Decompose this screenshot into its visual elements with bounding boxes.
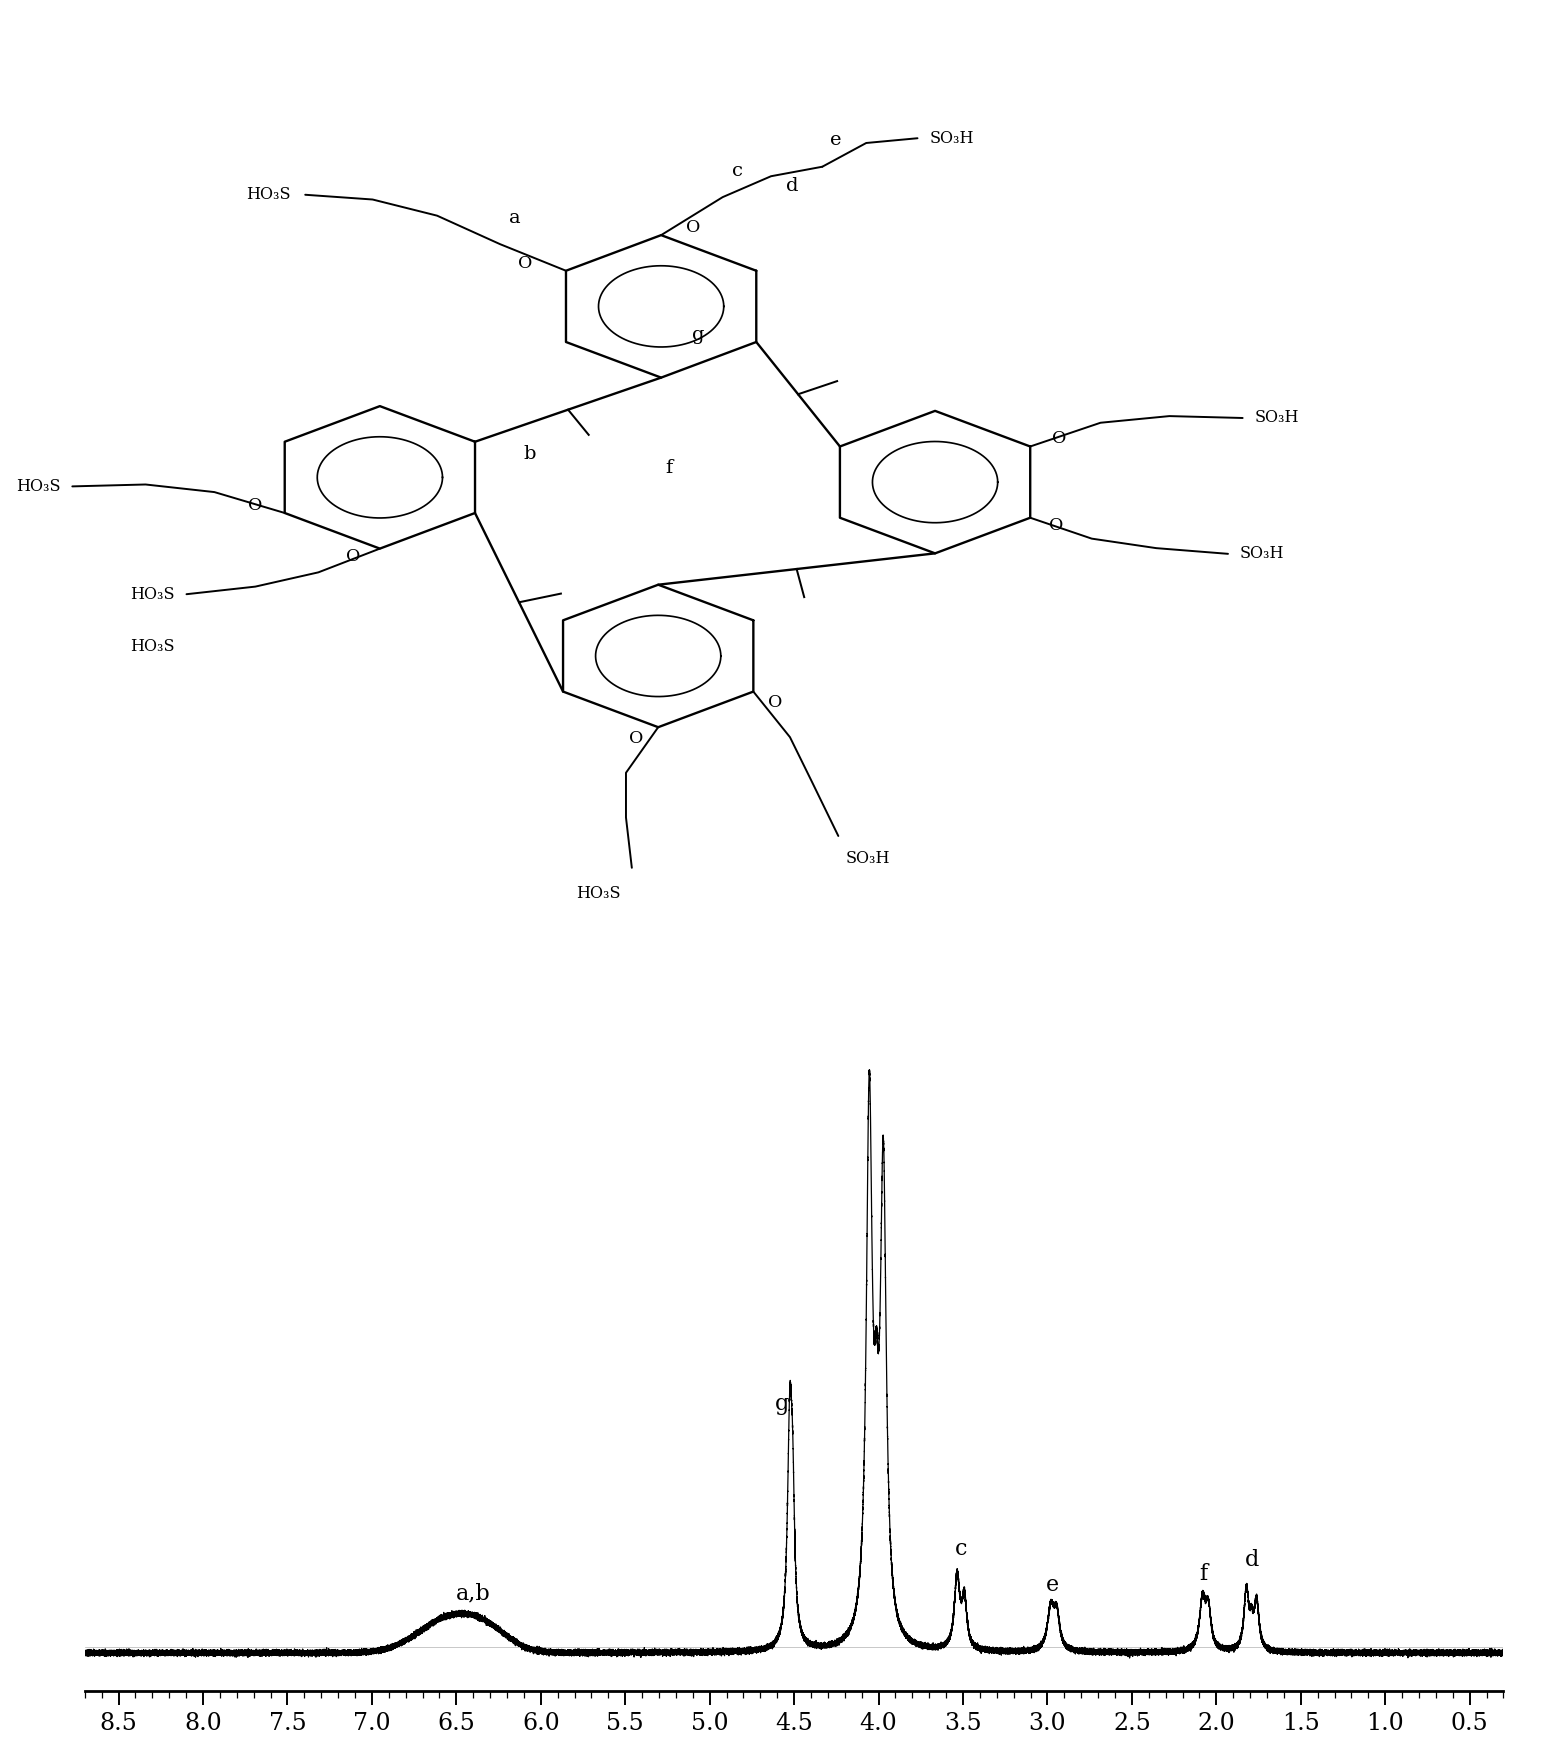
Text: HO₃S: HO₃S bbox=[247, 187, 290, 204]
Text: c: c bbox=[732, 162, 743, 180]
Text: c: c bbox=[954, 1537, 967, 1560]
Text: SO₃H: SO₃H bbox=[1254, 410, 1298, 427]
Text: a,b: a,b bbox=[456, 1583, 490, 1604]
Text: O: O bbox=[518, 254, 532, 272]
Text: d: d bbox=[785, 176, 799, 195]
Text: HO₃S: HO₃S bbox=[15, 478, 60, 495]
Text: f: f bbox=[665, 458, 672, 478]
Text: O: O bbox=[347, 547, 361, 565]
Text: SO₃H: SO₃H bbox=[930, 129, 973, 146]
Text: SO₃H: SO₃H bbox=[1240, 546, 1284, 563]
Text: O: O bbox=[248, 497, 262, 514]
Text: a: a bbox=[509, 209, 521, 227]
Text: O: O bbox=[686, 220, 700, 235]
Text: O: O bbox=[629, 730, 643, 748]
Text: HO₃S: HO₃S bbox=[130, 638, 174, 655]
Text: HO₃S: HO₃S bbox=[575, 885, 620, 901]
Text: b: b bbox=[523, 444, 535, 462]
Text: e: e bbox=[1045, 1574, 1059, 1597]
Text: SO₃H: SO₃H bbox=[845, 851, 890, 868]
Text: g: g bbox=[776, 1393, 790, 1415]
Text: e: e bbox=[830, 131, 840, 150]
Text: O: O bbox=[768, 694, 782, 711]
Text: O: O bbox=[1050, 518, 1064, 533]
Text: O: O bbox=[1052, 431, 1067, 448]
Text: d: d bbox=[1244, 1550, 1258, 1570]
Text: f: f bbox=[1198, 1563, 1207, 1586]
Text: HO₃S: HO₃S bbox=[130, 586, 174, 603]
Text: g: g bbox=[691, 326, 705, 343]
